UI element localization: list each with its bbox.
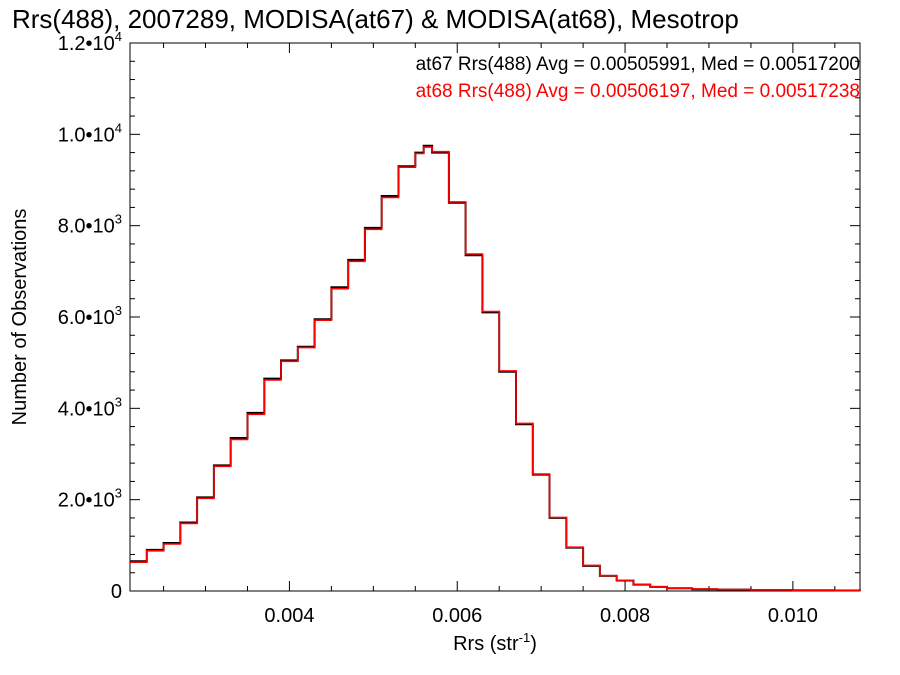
y-tick-exponent: 3 bbox=[115, 486, 122, 501]
y-tick-exponent: 3 bbox=[115, 394, 122, 409]
y-axis-label: Number of Observations bbox=[9, 209, 31, 426]
x-axis-label: Rrs (str-1) bbox=[453, 630, 537, 655]
y-tick-label: 4.0•103 bbox=[58, 394, 122, 420]
y-tick-label: 1.0•104 bbox=[58, 120, 122, 146]
x-axis-label-text: Rrs (str bbox=[453, 633, 519, 655]
y-tick-exponent: 4 bbox=[115, 29, 122, 44]
x-axis-label-sup: -1 bbox=[519, 630, 531, 645]
x-tick-label: 0.008 bbox=[600, 605, 650, 627]
x-tick-label: 0.004 bbox=[264, 605, 314, 627]
y-tick-mantissa: 1.2•10 bbox=[58, 33, 115, 55]
y-tick-exponent: 3 bbox=[115, 303, 122, 318]
annotation-at68: at68 Rrs(488) Avg = 0.00506197, Med = 0.… bbox=[416, 81, 860, 102]
series-group bbox=[130, 144, 861, 592]
annotation-at67: at67 Rrs(488) Avg = 0.00505991, Med = 0.… bbox=[416, 54, 860, 75]
y-tick-mantissa: 2.0•10 bbox=[58, 490, 115, 512]
y-tick-mantissa: 8.0•10 bbox=[58, 216, 115, 238]
x-axis-label-close: ) bbox=[530, 633, 537, 655]
y-tick-label: 8.0•103 bbox=[58, 212, 122, 238]
y-tick-label: 2.0•103 bbox=[58, 486, 122, 512]
y-tick-exponent: 4 bbox=[115, 120, 122, 135]
y-tick-mantissa: 6.0•10 bbox=[58, 307, 115, 329]
y-tick-label: 6.0•103 bbox=[58, 303, 122, 329]
chart-title: Rrs(488), 2007289, MODISA(at67) & MODISA… bbox=[12, 4, 739, 34]
y-tick-mantissa: 4.0•10 bbox=[58, 398, 115, 420]
y-tick-mantissa: 0 bbox=[111, 581, 122, 603]
x-tick-label: 0.010 bbox=[768, 605, 818, 627]
axis-ticks: 0.004 0.006 0.008 0.01002.0•1034.0•1036.0•1… bbox=[58, 29, 860, 627]
x-tick-label: 0.006 bbox=[432, 605, 482, 627]
y-tick-label: 0 bbox=[111, 581, 122, 603]
y-tick-exponent: 3 bbox=[115, 212, 122, 227]
y-tick-label: 1.2•104 bbox=[58, 29, 122, 55]
series-line-at68 bbox=[130, 146, 861, 592]
y-tick-mantissa: 1.0•10 bbox=[58, 124, 115, 146]
